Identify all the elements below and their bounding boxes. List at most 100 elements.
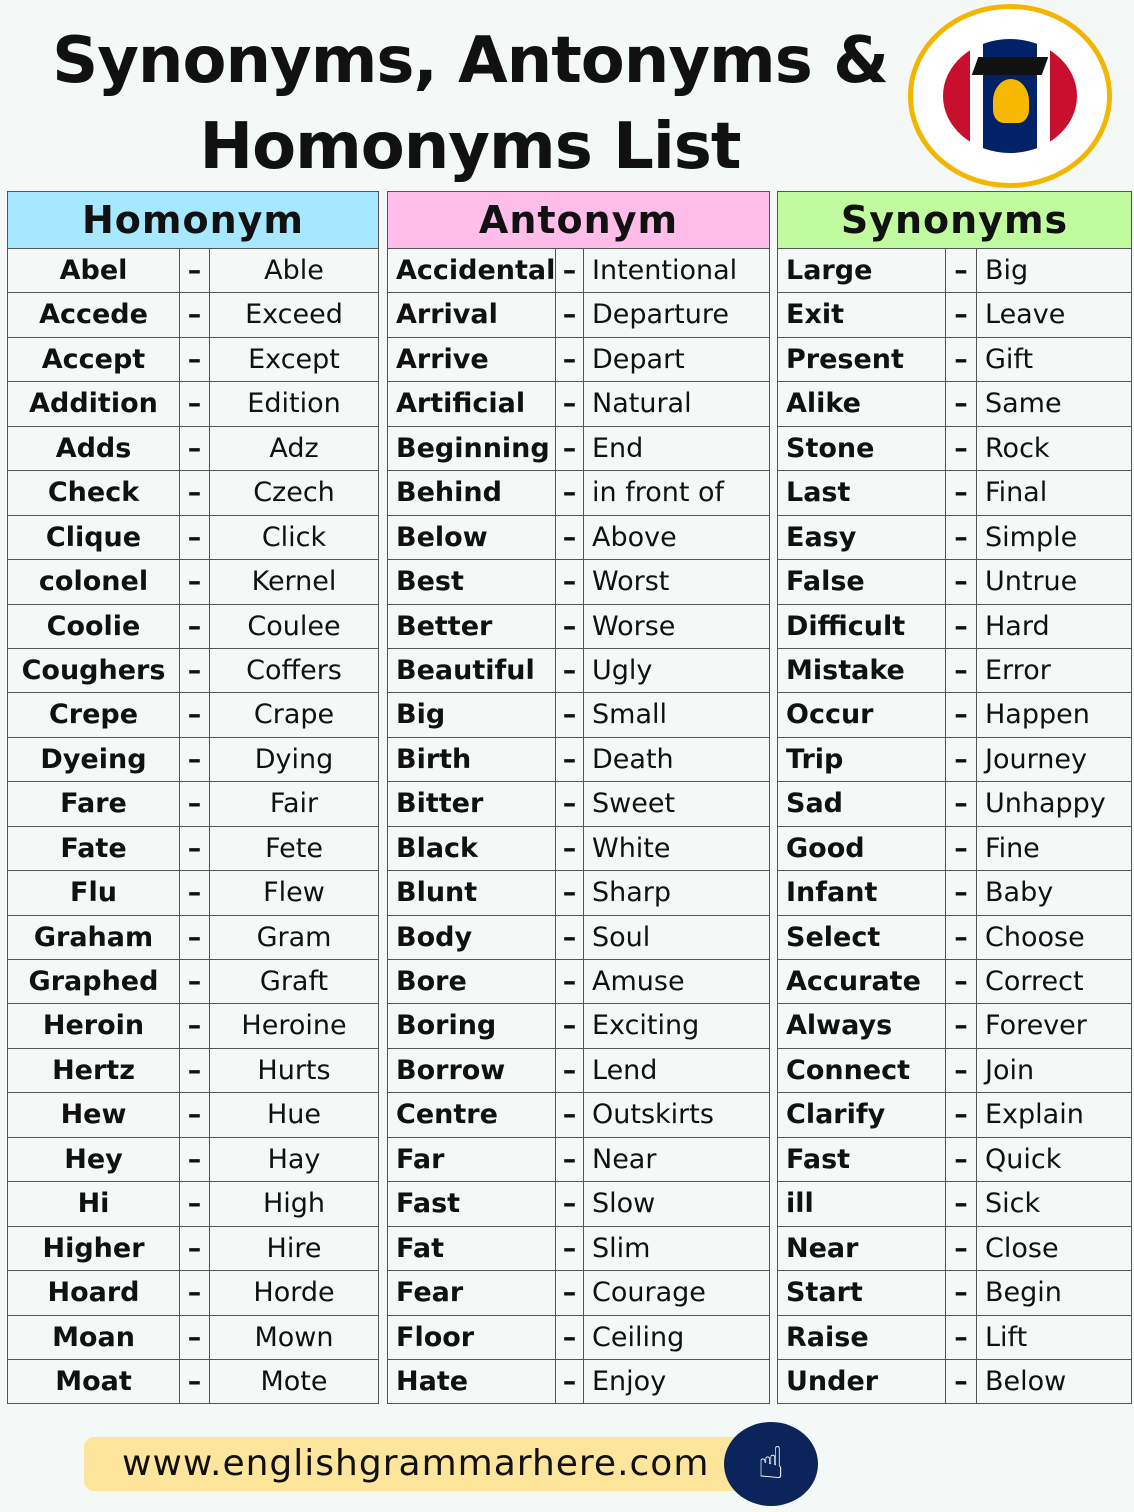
dash-separator: – [556,1182,584,1226]
match-cell: Click [210,515,379,560]
word-cell: Always [778,1004,946,1048]
match-cell: Quick [977,1137,1132,1182]
word-cell: Exit [778,293,946,337]
word-cell: Beautiful [388,648,556,693]
word-cell: Borrow [388,1048,556,1093]
word-cell: Far [388,1137,556,1182]
website-url[interactable]: www.englishgrammarhere.com [84,1437,744,1491]
table-row: Crepe – Crape [8,693,379,738]
match-cell: Big [977,249,1132,293]
match-cell: Coulee [210,604,379,648]
lightbulb-icon [993,79,1029,123]
word-cell: Accede [8,293,180,337]
table-row: Raise – Lift [778,1315,1132,1360]
dash-separator: – [180,915,210,959]
match-cell: Simple [977,515,1132,560]
match-cell: Czech [210,471,379,515]
match-cell: High [210,1182,379,1226]
table-row: Difficult – Hard [778,604,1132,649]
table-row: Accept – Except [8,337,379,383]
word-cell: Hertz [8,1048,180,1093]
table-row: Beginning – End [388,426,770,472]
table-row: Infant – Baby [778,871,1132,916]
word-cell: Coughers [8,648,180,693]
table-row: Body – Soul [388,915,770,960]
dash-separator: – [180,1271,210,1315]
table-row: Fast – Quick [778,1137,1132,1183]
table-row: Fear – Courage [388,1271,770,1316]
match-cell: Heroine [210,1004,379,1048]
hand-pointer-click-icon[interactable]: ☝ [724,1422,818,1506]
word-cell: Big [388,693,556,737]
table-row: Accede – Exceed [8,293,379,338]
dash-separator: – [180,249,210,293]
dash-separator: – [946,1271,977,1315]
table-row: Fate – Fete [8,826,379,872]
match-cell: Lift [977,1315,1132,1359]
match-cell: Lend [584,1048,770,1093]
match-cell: White [584,826,770,871]
match-cell: Slim [584,1226,770,1271]
dash-separator: – [556,737,584,782]
match-cell: Able [210,249,379,293]
match-cell: Enjoy [584,1359,770,1404]
match-cell: Coffers [210,648,379,693]
match-cell: Slow [584,1182,770,1226]
dash-separator: – [556,382,584,426]
match-cell: Crape [210,693,379,737]
table-row: Arrive – Depart [388,337,770,383]
dash-separator: – [946,1137,977,1182]
table-row: Accurate – Correct [778,960,1132,1005]
dash-separator: – [556,871,584,915]
match-cell: Error [977,648,1132,693]
dash-separator: – [556,604,584,648]
table-row: Boring – Exciting [388,1004,770,1049]
word-cell: Connect [778,1048,946,1093]
table-row: Select – Choose [778,915,1132,960]
word-cell: Hate [388,1359,556,1404]
table-row: Below – Above [388,515,770,561]
table-row: Behind – in front of [388,471,770,516]
table-row: Hew – Hue [8,1093,379,1138]
word-cell: Coolie [8,604,180,648]
dash-separator: – [180,471,210,515]
word-cell: Fast [778,1137,946,1182]
table-row: Stone – Rock [778,426,1132,472]
word-cell: Beginning [388,426,556,471]
dash-separator: – [556,515,584,560]
match-cell: Same [977,382,1132,426]
dash-separator: – [556,693,584,737]
dash-separator: – [556,560,584,604]
dash-separator: – [180,693,210,737]
match-cell: Near [584,1137,770,1182]
match-cell: Mown [210,1315,379,1359]
dash-separator: – [556,1315,584,1359]
match-cell: Fete [210,826,379,871]
word-cell: Moan [8,1315,180,1359]
dash-separator: – [180,648,210,693]
match-cell: Ugly [584,648,770,693]
match-cell: Depart [584,337,770,382]
dash-separator: – [946,826,977,871]
table-row: Hi – High [8,1182,379,1227]
table-row: Abel – Able [8,249,379,294]
table-row: Occur – Happen [778,693,1132,738]
dash-separator: – [180,871,210,915]
word-cell: Body [388,915,556,959]
table-row: Floor – Ceiling [388,1315,770,1360]
match-cell: in front of [584,471,770,515]
table-row: Sad – Unhappy [778,782,1132,827]
match-cell: Above [584,515,770,560]
dash-separator: – [946,1315,977,1359]
dash-separator: – [180,604,210,648]
match-cell: Worse [584,604,770,648]
word-cell: Select [778,915,946,959]
match-cell: Hard [977,604,1132,648]
match-cell: Amuse [584,960,770,1004]
word-cell: Easy [778,515,946,560]
match-cell: Courage [584,1271,770,1315]
match-cell: Baby [977,871,1132,915]
dash-separator: – [946,915,977,959]
match-cell: Fine [977,826,1132,871]
table-row: Addition – Edition [8,382,379,427]
